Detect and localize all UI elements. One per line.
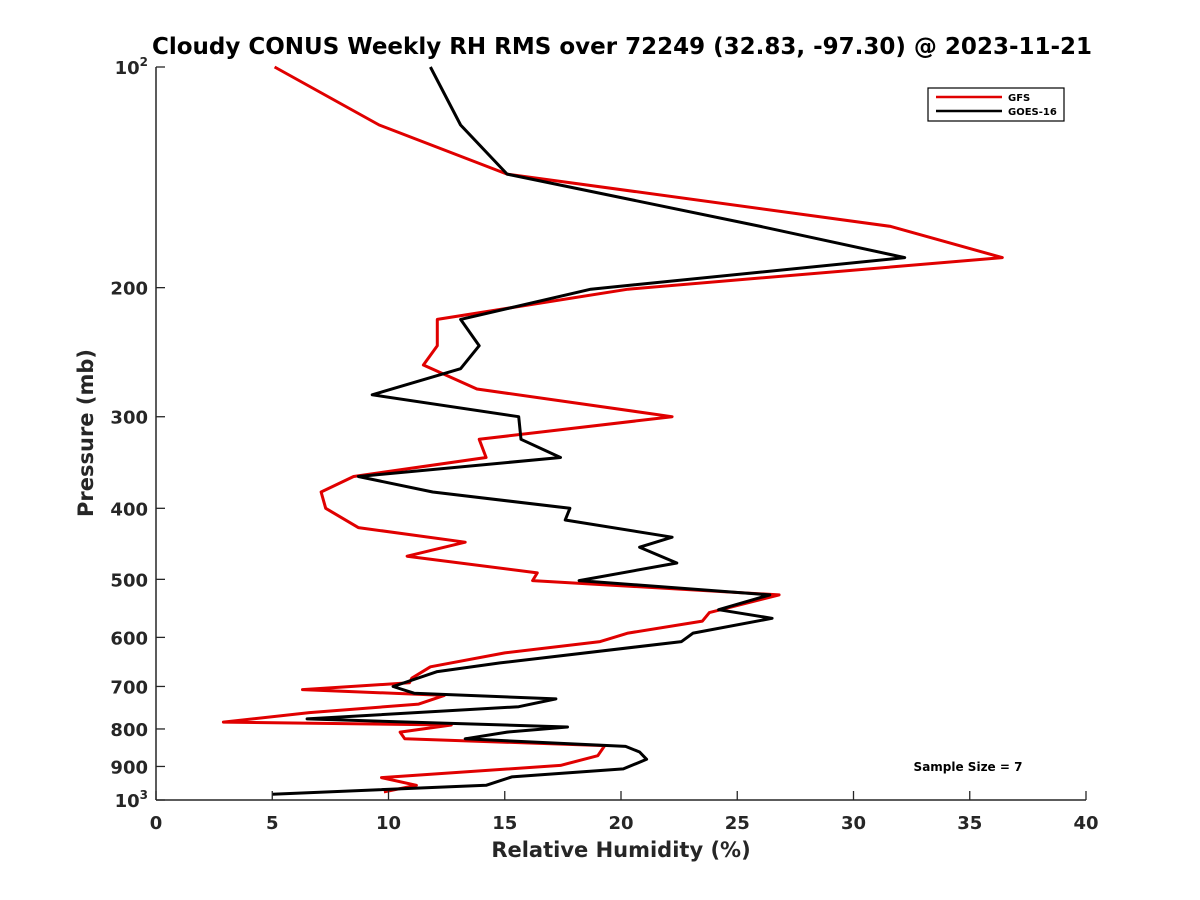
chart-title: Cloudy CONUS Weekly RH RMS over 72249 (3… <box>152 34 1092 60</box>
x-tick-label: 10 <box>376 813 401 834</box>
legend-label-gfs: GFS <box>1008 93 1030 104</box>
x-tick-label: 5 <box>266 813 279 834</box>
series-line-gfs <box>221 65 1004 794</box>
y-tick-label: 700 <box>110 677 148 698</box>
y-ticks: 102 200 300 400 500 600 700 800 900 103 <box>110 55 165 812</box>
legend-box <box>927 87 1065 122</box>
y-tick-label: 600 <box>110 628 148 649</box>
y-tick-label: 900 <box>110 757 148 778</box>
x-tick-label: 20 <box>608 813 633 834</box>
x-ticks: 0 5 10 15 20 25 30 35 40 <box>150 791 1099 834</box>
x-tick-label: 35 <box>957 813 982 834</box>
x-axis-label: Relative Humidity (%) <box>491 838 750 862</box>
series-line-goes-16 <box>272 66 907 796</box>
legend: GFS GOES-16 <box>927 87 1065 122</box>
y-axis-label: Pressure (mb) <box>74 349 98 517</box>
y-tick-label: 300 <box>110 408 148 429</box>
y-tick-label: 102 <box>115 55 148 79</box>
x-tick-label: 25 <box>725 813 750 834</box>
y-tick-label: 103 <box>115 788 148 812</box>
x-tick-label: 15 <box>492 813 517 834</box>
legend-label-goes-16: GOES-16 <box>1008 107 1057 118</box>
series-layer <box>221 65 1004 796</box>
x-tick-label: 40 <box>1073 813 1098 834</box>
x-tick-label: 0 <box>150 813 163 834</box>
y-tick-label: 800 <box>110 720 148 741</box>
sample-size-annotation: Sample Size = 7 <box>914 760 1023 774</box>
y-tick-label: 400 <box>110 499 148 520</box>
y-tick-label: 500 <box>110 570 148 591</box>
y-tick-label: 200 <box>110 279 148 300</box>
x-tick-label: 30 <box>841 813 866 834</box>
plot-area: 0 5 10 15 20 25 30 35 40 102 200 300 400 500 600 700 80… <box>110 55 1098 834</box>
